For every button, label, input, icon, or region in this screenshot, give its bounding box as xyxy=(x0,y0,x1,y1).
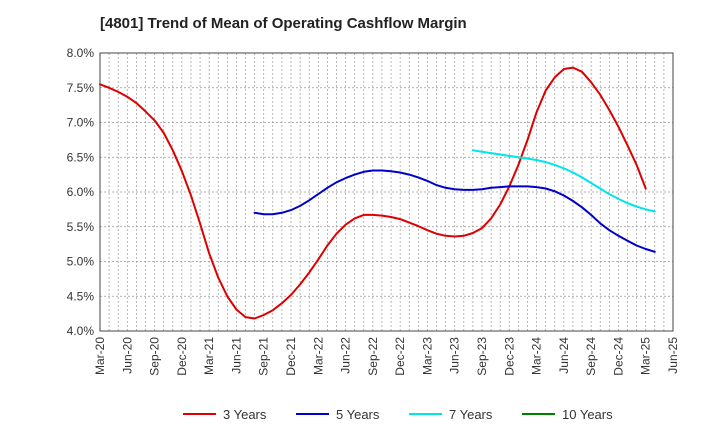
y-tick-label: 5.0% xyxy=(67,255,95,269)
x-tick-label: Sep-20 xyxy=(148,337,162,376)
series-lines xyxy=(99,66,656,320)
x-tick-label: Mar-23 xyxy=(420,337,434,375)
x-tick-label: Jun-20 xyxy=(120,337,134,374)
y-tick-label: 5.5% xyxy=(67,220,95,234)
x-tick-label: Jun-22 xyxy=(339,337,353,374)
x-tick-label: Mar-25 xyxy=(639,337,653,375)
x-tick-label: Dec-20 xyxy=(175,337,189,376)
y-tick-label: 7.0% xyxy=(67,116,95,130)
x-tick-label: Mar-20 xyxy=(93,337,107,375)
x-tick-label: Sep-24 xyxy=(584,337,598,376)
x-tick-label: Jun-23 xyxy=(448,337,462,374)
x-tick-label: Jun-24 xyxy=(557,337,571,374)
x-tick-label: Dec-24 xyxy=(611,337,625,376)
legend-label-5-years: 5 Years xyxy=(336,407,380,422)
x-tick-label: Sep-21 xyxy=(257,337,271,376)
y-axis-ticks: 4.0% 4.5% 5.0% 5.5% 6.0% 6.5% 7.0% 7.5% 8.0% xyxy=(67,46,95,338)
x-tick-label: Dec-23 xyxy=(502,337,516,376)
x-tick-label: Dec-21 xyxy=(284,337,298,376)
y-tick-label: 8.0% xyxy=(67,46,95,60)
series-line-7-years xyxy=(471,149,656,213)
y-tick-label: 7.5% xyxy=(67,81,95,95)
x-tick-label: Jun-21 xyxy=(229,337,243,374)
y-tick-label: 6.5% xyxy=(67,150,95,164)
series-line-3-years xyxy=(99,66,647,320)
y-tick-label: 4.5% xyxy=(67,289,95,303)
x-tick-label: Jun-25 xyxy=(666,337,680,374)
x-axis-ticks: Mar-20 Jun-20 Sep-20 Dec-20 Mar-21 Jun-21 Sep-… xyxy=(93,337,680,376)
x-tick-label: Sep-22 xyxy=(366,337,380,376)
plot-frame xyxy=(99,52,674,332)
y-tick-label: 6.0% xyxy=(67,185,95,199)
y-tick-label: 4.0% xyxy=(67,324,95,338)
grid-lines xyxy=(100,53,673,331)
x-tick-label: Dec-22 xyxy=(393,337,407,376)
x-tick-label: Mar-24 xyxy=(530,337,544,375)
x-tick-label: Mar-22 xyxy=(311,337,325,375)
legend-label-10-years: 10 Years xyxy=(562,407,613,422)
legend-label-7-years: 7 Years xyxy=(449,407,493,422)
x-tick-label: Mar-21 xyxy=(202,337,216,375)
series-line-5-years xyxy=(253,169,656,253)
chart-title: [4801] Trend of Mean of Operating Cashfl… xyxy=(100,15,467,32)
legend-label-3-years: 3 Years xyxy=(223,407,267,422)
legend: 3 Years 5 Years 7 Years 10 Years xyxy=(183,407,613,422)
x-tick-label: Sep-23 xyxy=(475,337,489,376)
